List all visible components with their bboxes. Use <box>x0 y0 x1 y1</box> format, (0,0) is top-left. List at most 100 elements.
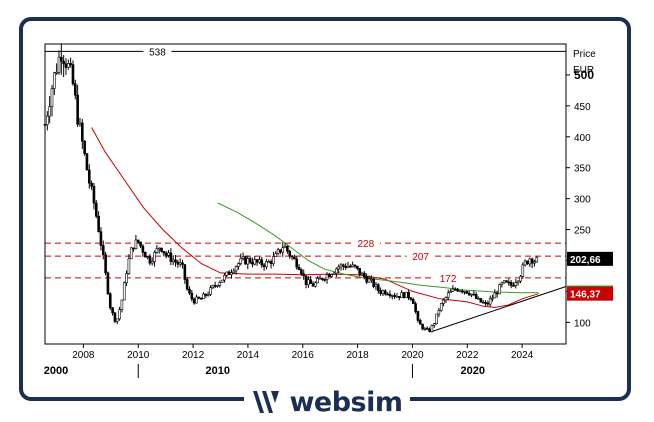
x-tick-label: 2008 <box>72 350 95 361</box>
level-label-bg <box>351 237 380 250</box>
y-tick-label: 300 <box>574 195 591 206</box>
candle-body <box>248 258 252 263</box>
candle-body <box>141 245 145 253</box>
candle-body <box>160 247 163 252</box>
candle-body <box>181 262 184 265</box>
candle-body <box>456 289 459 292</box>
brand-logo: websim <box>244 384 410 420</box>
candle-body <box>297 266 301 271</box>
candle-body <box>314 282 317 287</box>
candle-body <box>498 284 501 295</box>
x-tick-label: 2018 <box>346 350 369 361</box>
candle-body <box>533 261 536 264</box>
candle-body <box>346 265 350 268</box>
indicator-line <box>217 202 539 294</box>
candle-body <box>148 256 152 264</box>
y-tick-label: 450 <box>574 102 591 113</box>
candle-body <box>446 292 450 298</box>
candle-body <box>127 258 131 274</box>
candle-body <box>85 153 89 171</box>
indicator-line <box>431 286 567 333</box>
candle-body <box>129 247 133 260</box>
candle-body <box>311 283 315 287</box>
candle-body <box>260 259 264 266</box>
candle-body <box>418 320 422 325</box>
decade-label: 2010 <box>206 365 230 377</box>
candle-body <box>444 297 448 301</box>
y-tick-label: 400 <box>574 133 591 144</box>
candle-body <box>374 284 378 287</box>
candle-body <box>62 60 65 65</box>
candle-body <box>267 261 271 263</box>
candle-body <box>493 292 497 299</box>
candle-body <box>526 260 529 265</box>
candle-body <box>122 282 126 301</box>
candle-body <box>246 258 250 265</box>
candle-body <box>479 298 483 303</box>
candle-body <box>230 272 233 275</box>
candle-body <box>48 106 51 117</box>
candle-body <box>94 202 98 217</box>
candle-body <box>458 290 462 293</box>
candle-body <box>439 303 443 311</box>
candle-body <box>290 255 294 258</box>
candle-body <box>183 264 187 280</box>
candle-body <box>265 261 268 268</box>
websim-logo-icon <box>253 391 280 413</box>
candle-body <box>404 291 408 298</box>
candle-body <box>272 256 275 264</box>
indicator-lines <box>91 127 567 333</box>
decade-label: 2000 <box>44 365 68 377</box>
candle-body <box>323 279 326 281</box>
candle-body <box>381 290 385 294</box>
candle-body <box>71 64 75 85</box>
candle-body <box>281 247 285 253</box>
candle-body <box>232 270 236 274</box>
candle-body <box>118 309 121 320</box>
x-tick-label: 2016 <box>292 350 315 361</box>
candle-body <box>472 293 476 296</box>
candle-body <box>206 294 210 296</box>
candle-body <box>500 282 504 286</box>
chart-frame <box>19 17 631 401</box>
candle-body <box>321 277 324 280</box>
candle-body <box>514 282 518 286</box>
candle-body <box>393 295 396 297</box>
candle-body <box>507 281 511 284</box>
candle-body <box>283 245 287 249</box>
candle-body <box>463 290 466 293</box>
candle-body <box>332 272 336 275</box>
candle-body <box>101 245 105 256</box>
candle-body <box>481 301 485 304</box>
candle-body <box>470 293 473 296</box>
candle-body <box>132 247 135 250</box>
candle-body <box>363 272 366 278</box>
candle-body <box>143 252 147 258</box>
candle-body <box>416 311 420 321</box>
candle-body <box>216 285 219 287</box>
decade-label: 2020 <box>461 365 485 377</box>
candle-body <box>535 257 539 263</box>
candle-body <box>402 292 406 298</box>
candle-body <box>50 88 54 107</box>
level-label: 538 <box>149 47 166 58</box>
candle-body <box>293 256 296 260</box>
candle-body <box>365 276 368 283</box>
level-label: 207 <box>412 252 429 263</box>
candle-body <box>225 271 229 276</box>
y-tick-label: 350 <box>574 164 591 175</box>
candle-body <box>460 290 464 293</box>
candle-body <box>251 262 254 265</box>
candle-body <box>150 261 154 264</box>
candle-body <box>435 313 438 324</box>
candle-body <box>188 288 191 294</box>
x-tick-label: 2010 <box>127 350 150 361</box>
candle-body <box>486 302 490 305</box>
candle-body <box>432 323 436 326</box>
y-tick-label: 500 <box>574 68 594 82</box>
candle-body <box>237 263 240 267</box>
candle-body <box>397 295 401 298</box>
candle-body <box>437 310 441 315</box>
candle-body <box>218 282 222 286</box>
